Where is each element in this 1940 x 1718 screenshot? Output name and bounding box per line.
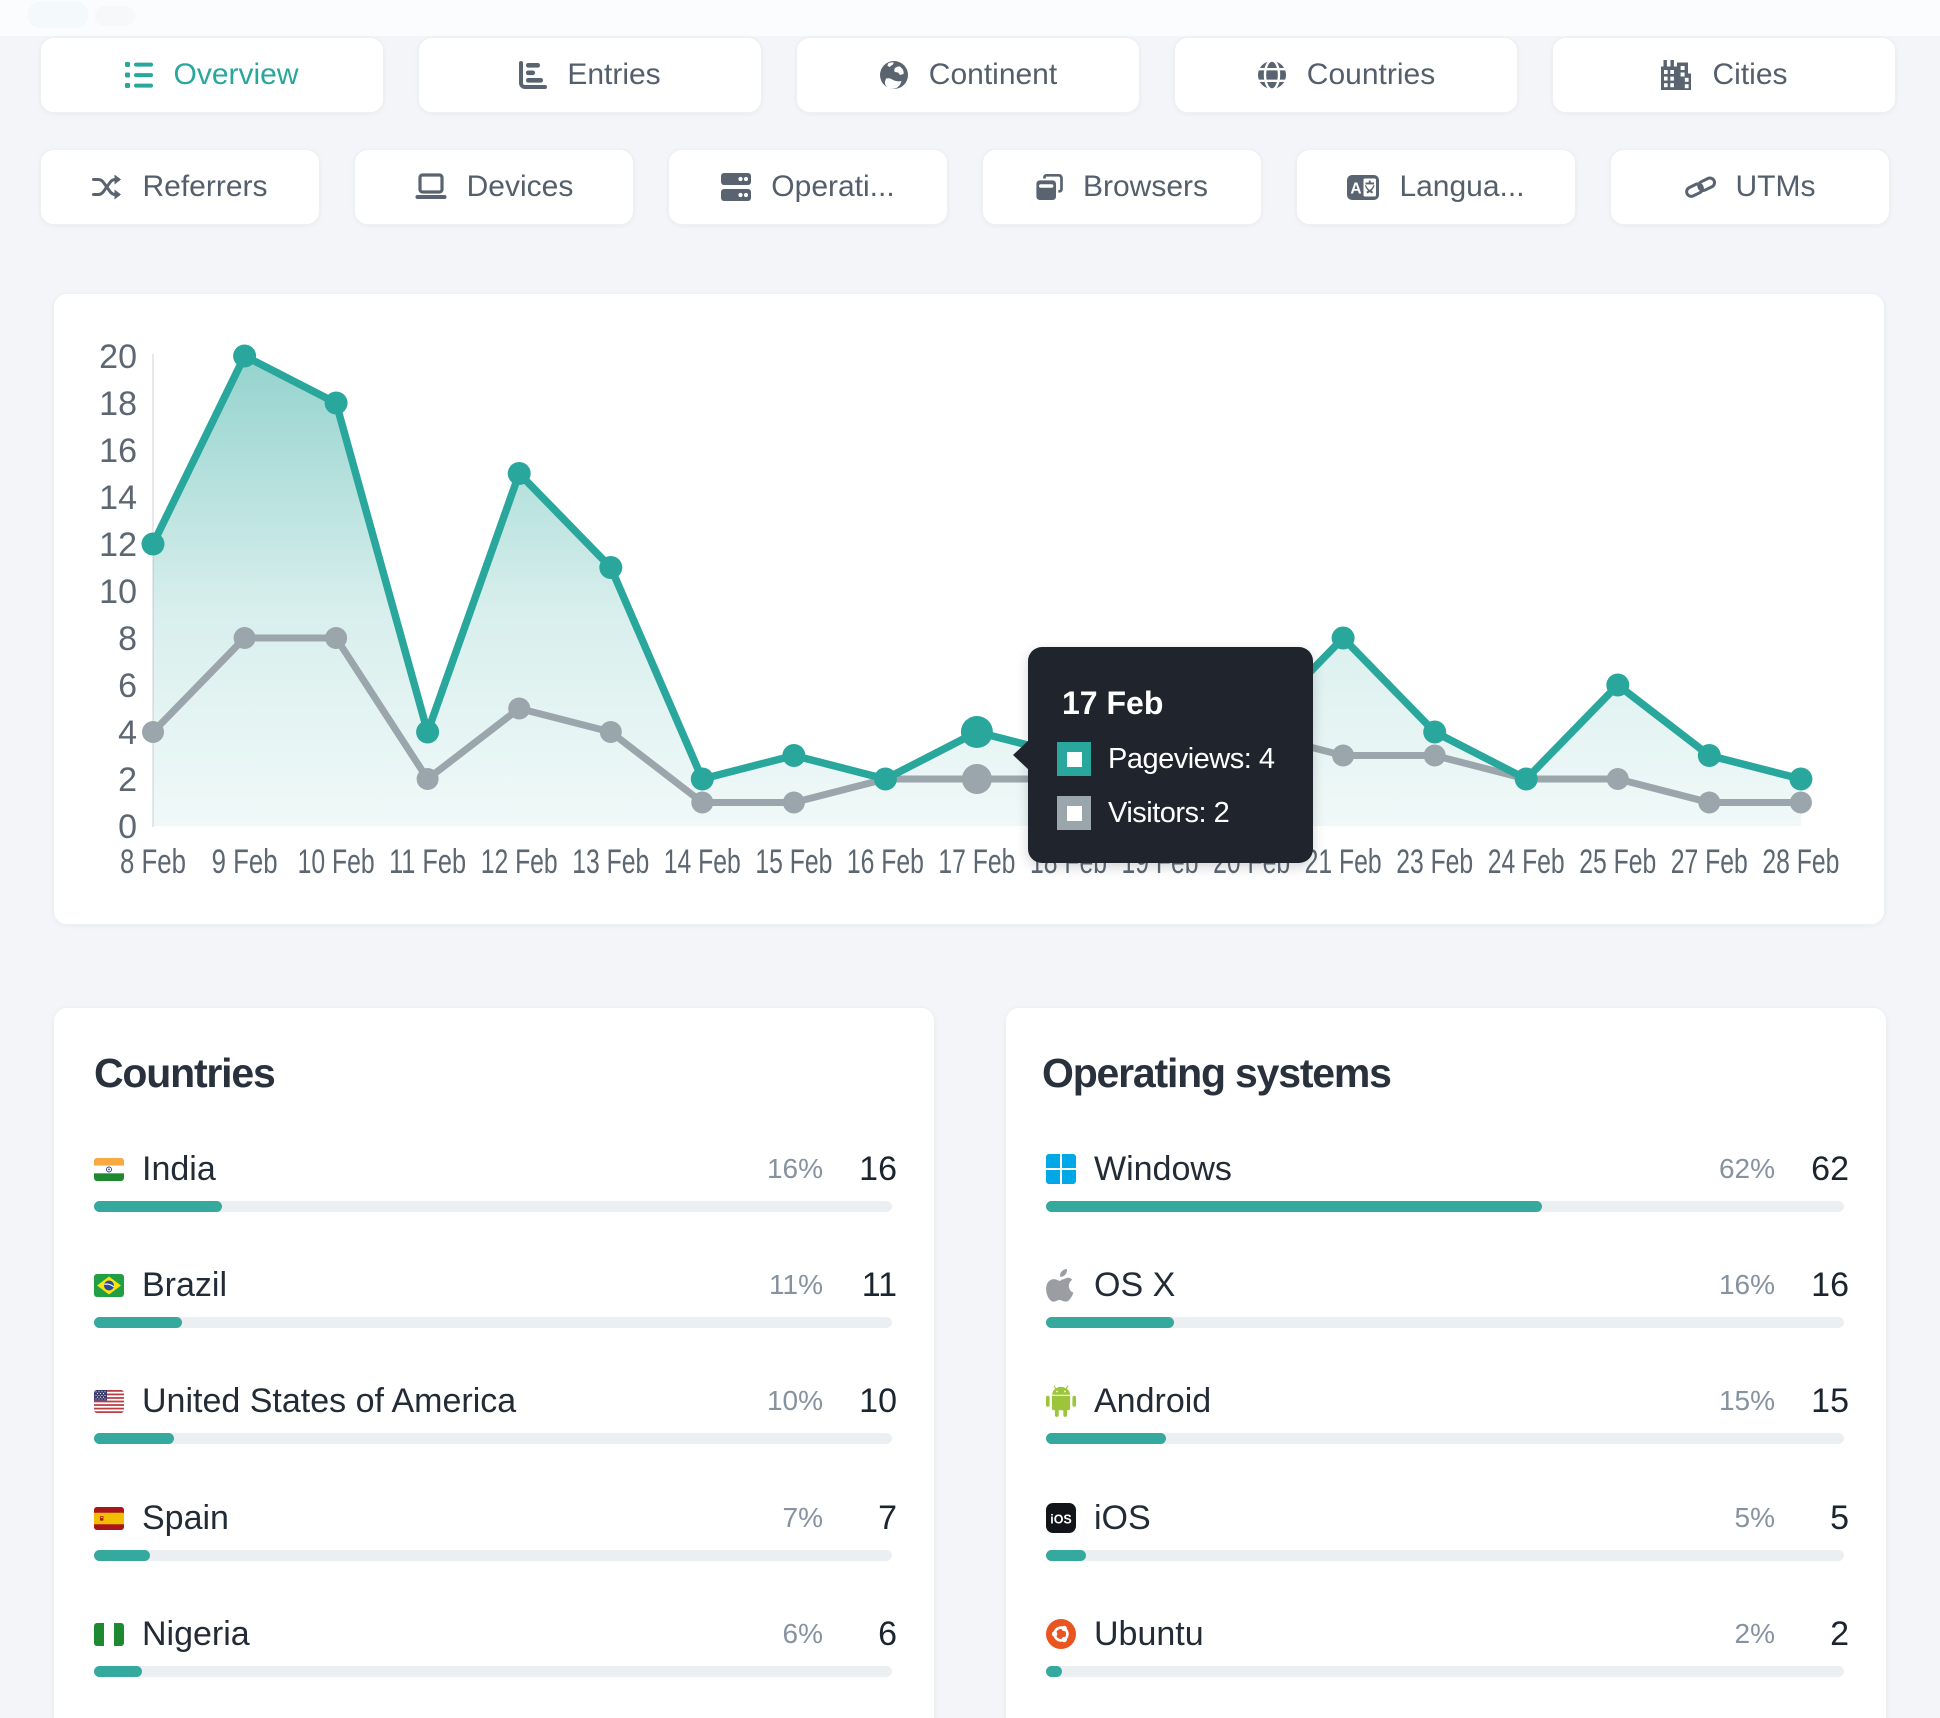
svg-text:17 Feb: 17 Feb: [938, 843, 1015, 881]
svg-text:27 Feb: 27 Feb: [1671, 843, 1748, 881]
svg-text:16 Feb: 16 Feb: [847, 843, 924, 881]
svg-text:14 Feb: 14 Feb: [664, 843, 741, 881]
svg-text:12: 12: [99, 526, 137, 564]
svg-text:A: A: [1351, 180, 1362, 197]
svg-text:0: 0: [118, 808, 137, 846]
svg-text:10: 10: [99, 573, 137, 611]
svg-text:28 Feb: 28 Feb: [1762, 843, 1839, 881]
svg-text:15 Feb: 15 Feb: [755, 843, 832, 881]
svg-text:23 Feb: 23 Feb: [1396, 843, 1473, 881]
svg-text:13 Feb: 13 Feb: [572, 843, 649, 881]
svg-text:18: 18: [99, 385, 137, 423]
svg-text:21 Feb: 21 Feb: [1305, 843, 1382, 881]
svg-text:16: 16: [99, 432, 137, 470]
svg-text:8 Feb: 8 Feb: [120, 843, 186, 881]
svg-text:6: 6: [118, 667, 137, 705]
svg-text:14: 14: [99, 479, 137, 517]
svg-text:10 Feb: 10 Feb: [298, 843, 375, 881]
svg-text:4: 4: [118, 714, 137, 752]
svg-text:25 Feb: 25 Feb: [1579, 843, 1656, 881]
svg-text:24 Feb: 24 Feb: [1488, 843, 1565, 881]
svg-text:8: 8: [118, 620, 137, 658]
svg-text:2: 2: [118, 761, 137, 799]
svg-text:11 Feb: 11 Feb: [389, 843, 466, 881]
svg-text:12 Feb: 12 Feb: [481, 843, 558, 881]
svg-text:9 Feb: 9 Feb: [212, 843, 278, 881]
svg-text:iOS: iOS: [1050, 1513, 1072, 1527]
svg-text:20: 20: [99, 338, 137, 376]
